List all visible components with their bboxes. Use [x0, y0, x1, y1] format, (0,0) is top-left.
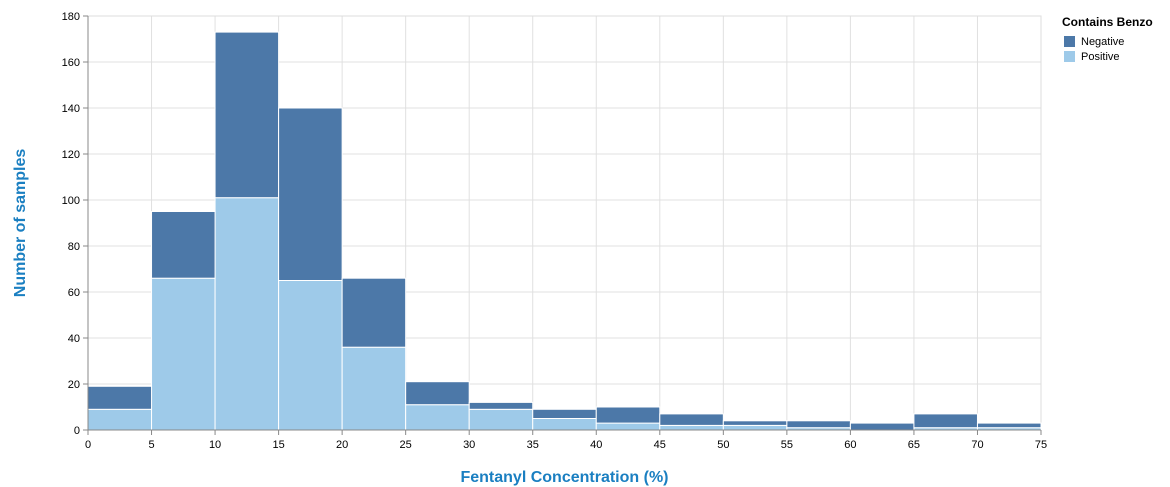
- legend: Contains Benzo Negative Positive: [1062, 15, 1153, 63]
- bar-negative: [659, 413, 724, 426]
- y-tick-label: 80: [68, 241, 80, 253]
- x-tick-label: 70: [971, 439, 983, 451]
- bar-negative: [849, 422, 915, 431]
- bar-positive: [341, 346, 407, 431]
- legend-title: Contains Benzo: [1062, 15, 1153, 29]
- bar-negative: [214, 31, 280, 199]
- x-tick-label: 25: [400, 439, 412, 451]
- bar-negative: [722, 420, 788, 426]
- bars: [87, 31, 1042, 431]
- bar-positive: [532, 418, 597, 431]
- bar-negative: [87, 385, 153, 410]
- bar-negative: [913, 413, 978, 429]
- x-tick-label: 50: [717, 439, 729, 451]
- x-tick-label: 40: [590, 439, 602, 451]
- bar-negative: [278, 107, 343, 281]
- bar-negative: [595, 406, 661, 424]
- x-tick-label: 5: [148, 439, 154, 451]
- x-tick-label: 15: [272, 439, 284, 451]
- bar-positive: [405, 404, 470, 431]
- y-tick-label: 60: [68, 287, 80, 299]
- bar-positive: [468, 408, 534, 431]
- x-tick-label: 75: [1035, 439, 1047, 451]
- y-axis-title: Number of samples: [12, 149, 29, 298]
- bar-positive: [595, 422, 661, 431]
- x-tick-label: 35: [527, 439, 539, 451]
- x-tick-label: 45: [654, 439, 666, 451]
- bar-negative: [151, 211, 216, 279]
- bar-positive: [151, 277, 216, 431]
- legend-label-positive: Positive: [1081, 51, 1120, 63]
- x-tick-label: 20: [336, 439, 348, 451]
- bar-positive: [722, 424, 788, 431]
- y-tick-label: 100: [62, 195, 80, 207]
- bar-positive: [214, 197, 280, 431]
- y-tick-label: 40: [68, 333, 80, 345]
- y-tick-label: 160: [62, 57, 80, 69]
- bar-negative: [341, 277, 407, 348]
- bar-positive: [278, 280, 343, 431]
- axes: 0 20 40 60 80 100 120 140 160 180 0 5 10 15 20 25 30 35 40…: [12, 11, 1047, 486]
- y-tick-label: 0: [74, 425, 80, 437]
- y-tick-label: 140: [62, 103, 80, 115]
- bar-negative: [468, 401, 534, 410]
- y-tick-label: 120: [62, 149, 80, 161]
- x-tick-label: 65: [908, 439, 920, 451]
- x-tick-label: 0: [85, 439, 91, 451]
- bar-negative: [532, 408, 597, 419]
- legend-swatch-negative: [1064, 36, 1075, 47]
- bar-negative: [405, 381, 470, 406]
- bar-positive: [87, 408, 153, 431]
- x-tick-label: 60: [844, 439, 856, 451]
- legend-swatch-positive: [1064, 51, 1075, 62]
- y-tick-label: 180: [62, 11, 80, 23]
- x-tick-label: 10: [209, 439, 221, 451]
- x-tick-label: 30: [463, 439, 475, 451]
- x-tick-label: 55: [781, 439, 793, 451]
- bar-negative: [786, 420, 851, 429]
- legend-label-negative: Negative: [1081, 36, 1124, 48]
- y-tick-label: 20: [68, 379, 80, 391]
- bar-positive: [659, 424, 724, 431]
- x-axis-title: Fentanyl Concentration (%): [460, 469, 668, 486]
- bar-negative: [976, 422, 1042, 429]
